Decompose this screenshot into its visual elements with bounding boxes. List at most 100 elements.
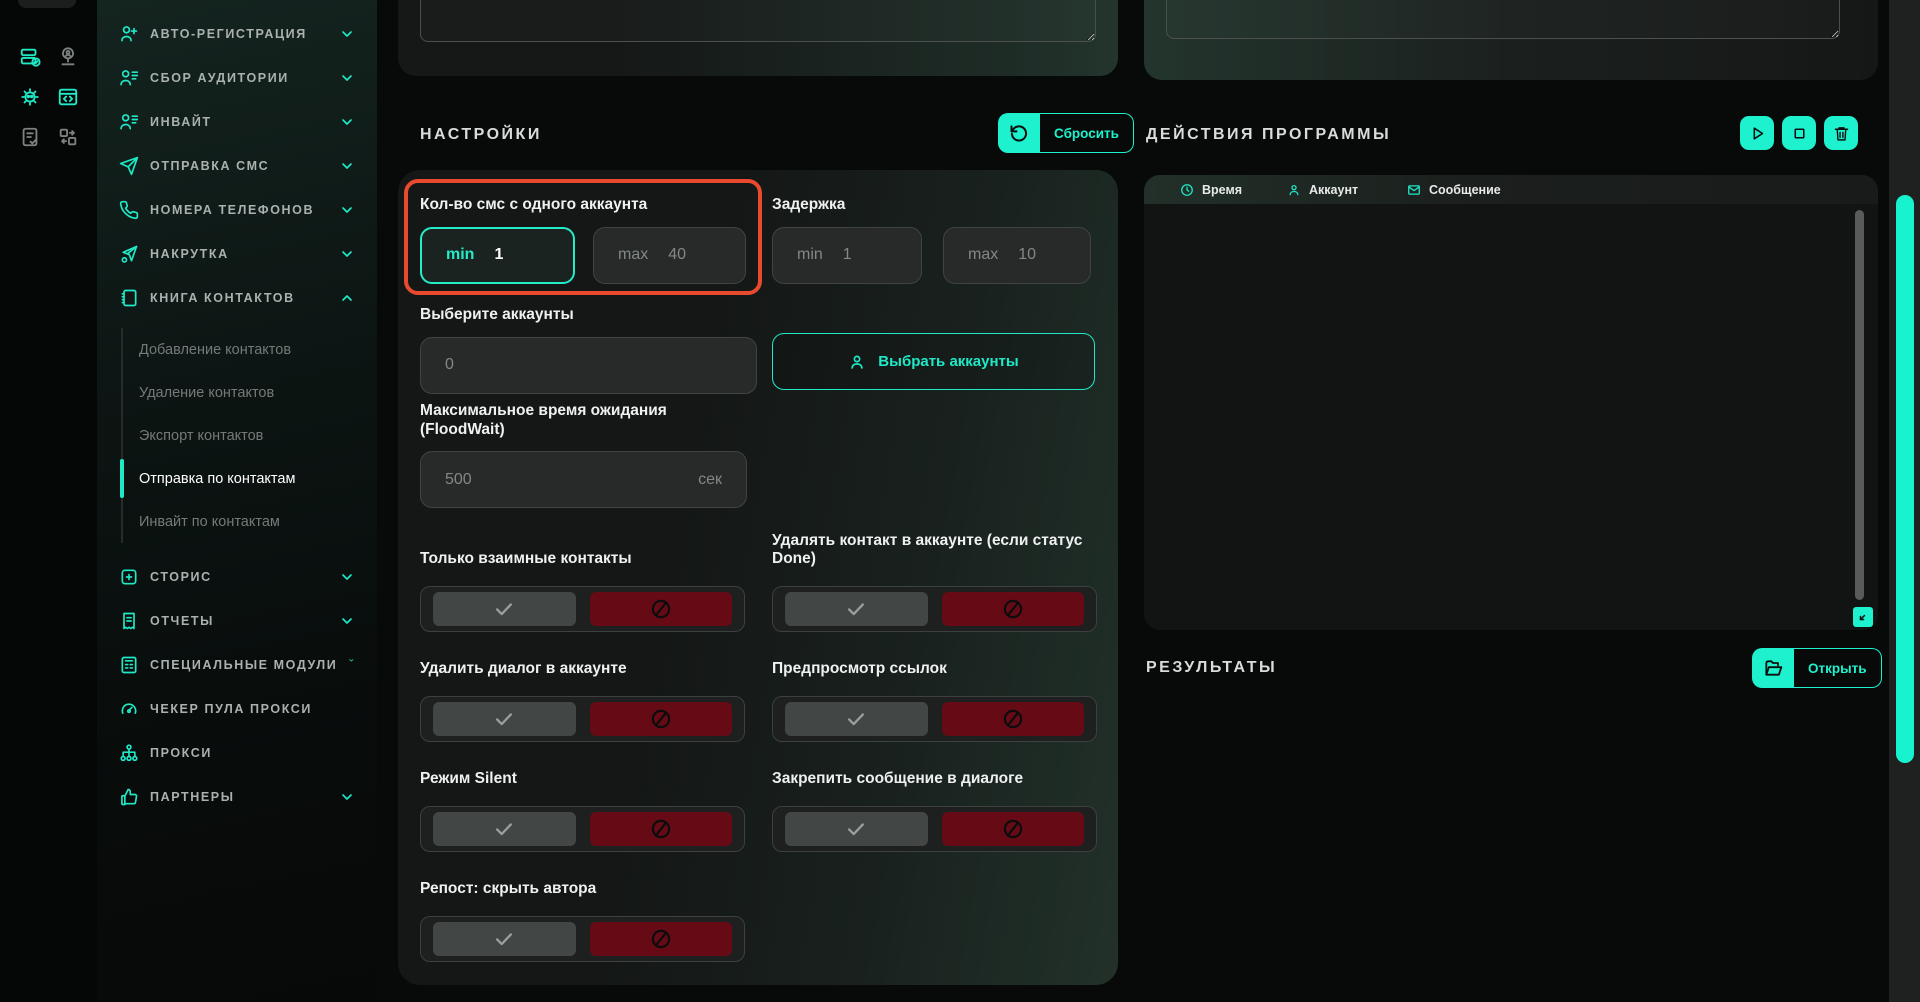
- phone-icon: [119, 200, 139, 220]
- audience-icon: [119, 68, 139, 88]
- toggle-no-button[interactable]: [589, 702, 732, 736]
- toggle-no-button[interactable]: [589, 922, 732, 956]
- icon-rail: [0, 0, 97, 1002]
- delete-button[interactable]: [1824, 116, 1858, 150]
- user-icon: [848, 353, 866, 371]
- toggle-control: [772, 586, 1097, 632]
- toggle-no-button[interactable]: [589, 592, 732, 626]
- rail-tab: [18, 0, 76, 8]
- play-button[interactable]: [1740, 116, 1774, 150]
- results-title: РЕЗУЛЬТАТЫ: [1146, 659, 1278, 676]
- user-plus-icon: [119, 24, 139, 44]
- sidebar-item-special-modules[interactable]: СПЕЦИАЛЬНЫЕ МОДУЛИ: [97, 643, 377, 687]
- server-check-icon[interactable]: [12, 44, 48, 70]
- chevron-down-icon: [339, 114, 355, 130]
- toggle-no-button[interactable]: [941, 812, 1084, 846]
- account-webcam-icon[interactable]: [50, 44, 86, 70]
- chevron-down-icon: [339, 613, 355, 629]
- sidebar-item-proxy[interactable]: ПРОКСИ: [97, 731, 377, 775]
- check-icon: [496, 823, 513, 836]
- sidebar-item-phone-numbers[interactable]: НОМЕРА ТЕЛЕФОНОВ: [97, 188, 377, 232]
- sidebar-item-send-sms[interactable]: ОТПРАВКА СМС: [97, 144, 377, 188]
- report-check-icon[interactable]: [12, 124, 48, 150]
- chevron-up-icon: [339, 290, 355, 306]
- sms-max-input[interactable]: max 40: [593, 226, 746, 284]
- page-scrollbar-track[interactable]: [1889, 0, 1920, 1002]
- ban-icon: [1003, 599, 1022, 619]
- toggle-yes-button[interactable]: [785, 812, 928, 846]
- sidebar-item-reports[interactable]: ОТЧЕТЫ: [97, 599, 377, 643]
- delay-max-input[interactable]: max 10: [943, 226, 1091, 284]
- toggle-no-button[interactable]: [941, 592, 1084, 626]
- chevron-down-icon: [339, 202, 355, 218]
- contacts-book-icon: [119, 288, 139, 308]
- sms-min-input[interactable]: min 1: [420, 226, 575, 284]
- folder-open-icon: [1752, 648, 1794, 688]
- stop-button[interactable]: [1782, 116, 1816, 150]
- page-scrollbar-thumb[interactable]: [1896, 195, 1914, 763]
- open-results-button[interactable]: Открыть: [1752, 648, 1882, 688]
- toggle-pin-message: Закрепить сообщение в диалоге: [772, 750, 1097, 860]
- toggle-repost-hide-author: Репост: скрыть автора: [420, 860, 745, 970]
- user-icon: [1287, 183, 1301, 197]
- play-icon: [1753, 126, 1763, 140]
- toggle-no-button[interactable]: [589, 812, 732, 846]
- sidebar-item-label: НОМЕРА ТЕЛЕФОНОВ: [150, 203, 315, 217]
- open-results-button-label: Открыть: [1794, 648, 1882, 688]
- sidebar-item-invite[interactable]: ИНВАЙТ: [97, 100, 377, 144]
- sidebar-item-audience[interactable]: СБОР АУДИТОРИИ: [97, 56, 377, 100]
- sidebar-item-boost[interactable]: НАКРУТКА: [97, 232, 377, 276]
- invite-icon: [119, 112, 139, 132]
- toggle-grid: Только взаимные контакты Удалять контакт…: [420, 530, 1097, 970]
- message-composer-card: [398, 0, 1118, 76]
- boost-send-icon: [119, 244, 139, 264]
- sidebar-item-contacts-book[interactable]: КНИГА КОНТАКТОВ: [97, 276, 377, 320]
- toggle-yes-button[interactable]: [433, 702, 576, 736]
- reset-button[interactable]: Сбросить: [998, 113, 1134, 153]
- toggle-no-button[interactable]: [941, 702, 1084, 736]
- toggle-yes-button[interactable]: [433, 592, 576, 626]
- settings-title: НАСТРОЙКИ: [420, 126, 542, 143]
- swap-modules-icon[interactable]: [50, 124, 86, 150]
- secondary-textarea[interactable]: [1166, 0, 1840, 39]
- sidebar-subitem-send-by-contacts[interactable]: Отправка по контактам: [120, 457, 377, 500]
- settings-panel: Кол-во смс с одного аккаунта min 1 max 4…: [398, 170, 1118, 985]
- bot-gear-icon[interactable]: [12, 84, 48, 110]
- plus-square-icon: [119, 567, 139, 587]
- sidebar-subitem-invite-by-contacts[interactable]: Инвайт по контактам: [139, 513, 280, 530]
- select-accounts-button[interactable]: Выбрать аккаунты: [772, 333, 1095, 390]
- sidebar-item-label: КНИГА КОНТАКТОВ: [150, 291, 295, 305]
- delay-label: Задержка: [772, 196, 846, 213]
- floodwait-input[interactable]: 500 сек: [420, 451, 747, 509]
- sidebar-subitem-export-contacts[interactable]: Экспорт контактов: [139, 427, 264, 444]
- check-icon: [848, 823, 865, 836]
- panel-resize-handle[interactable]: [1853, 607, 1873, 627]
- toggle-yes-button[interactable]: [433, 812, 576, 846]
- toggle-control: [420, 696, 745, 742]
- toggle-control: [420, 916, 745, 962]
- sidebar-subitem-add-contacts[interactable]: Добавление контактов: [139, 341, 292, 358]
- toggle-yes-button[interactable]: [785, 702, 928, 736]
- sidebar-item-proxy-pool-checker[interactable]: ЧЕКЕР ПУЛА ПРОКСИ: [97, 687, 377, 731]
- ban-icon: [1003, 819, 1022, 839]
- toggle-yes-button[interactable]: [433, 922, 576, 956]
- message-textarea[interactable]: [420, 0, 1096, 42]
- toggle-yes-button[interactable]: [785, 592, 928, 626]
- ban-icon: [651, 709, 670, 729]
- sidebar-item-stories[interactable]: СТОРИС: [97, 555, 377, 599]
- actions-scrollbar-thumb[interactable]: [1855, 210, 1864, 600]
- sidebar-subitem-delete-contacts[interactable]: Удаление контактов: [139, 384, 275, 401]
- gauge-icon: [119, 699, 139, 719]
- floodwait-unit: сек: [698, 470, 722, 488]
- code-window-icon[interactable]: [50, 84, 86, 110]
- trash-icon: [1834, 126, 1848, 141]
- check-icon: [496, 603, 513, 616]
- delay-min-input[interactable]: min 1: [772, 226, 922, 284]
- sidebar-item-partners[interactable]: ПАРТНЕРЫ: [97, 775, 377, 819]
- check-icon: [848, 603, 865, 616]
- stop-icon: [1793, 127, 1805, 139]
- thumbs-up-icon: [119, 787, 139, 807]
- accounts-count-input[interactable]: 0: [420, 336, 757, 394]
- sidebar-item-auto-registration[interactable]: АВТО-РЕГИСТРАЦИЯ: [97, 12, 377, 56]
- toggle-control: [772, 806, 1097, 852]
